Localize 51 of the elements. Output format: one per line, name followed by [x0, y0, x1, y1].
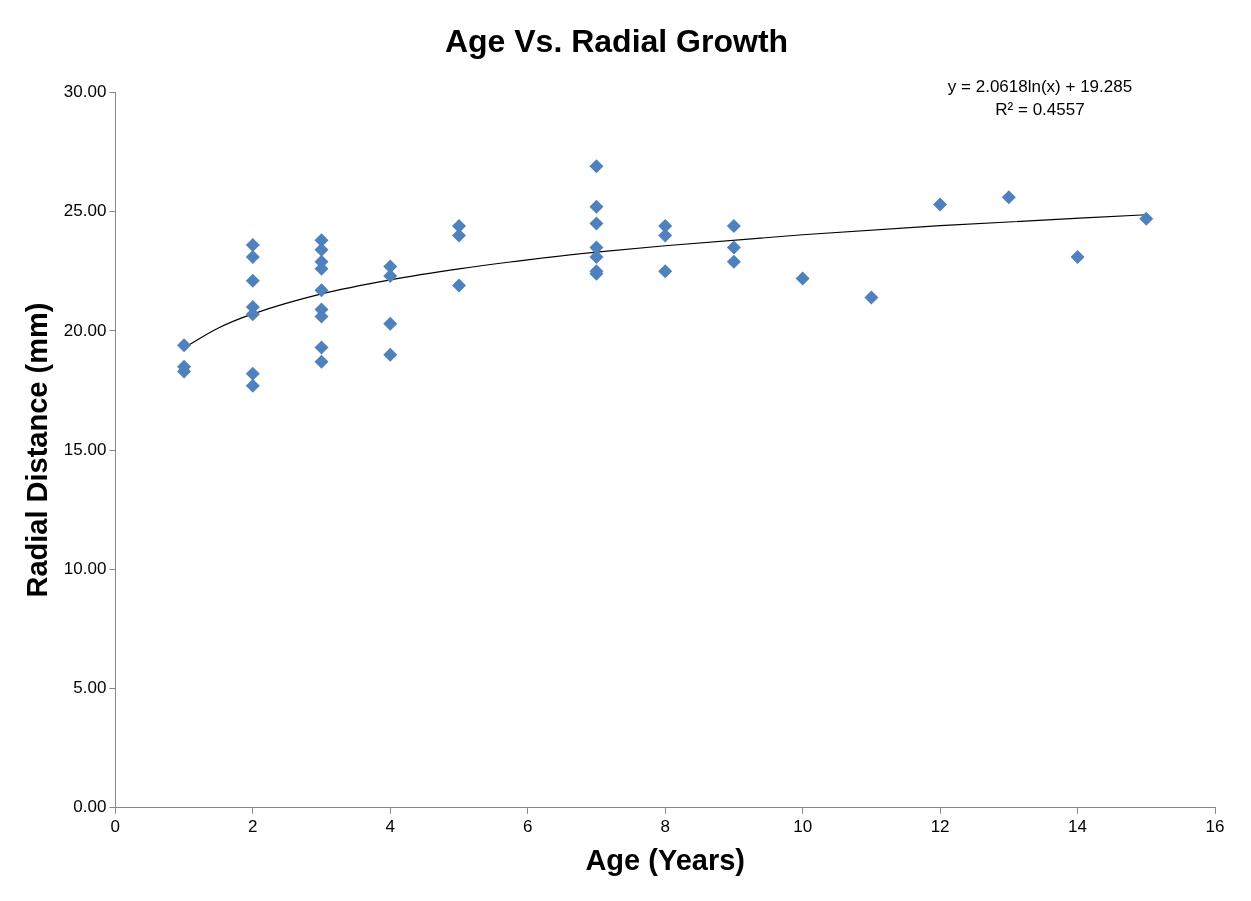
x-tick-label: 6 — [522, 816, 533, 836]
point — [245, 273, 260, 288]
x-tick-label: 12 — [930, 816, 950, 836]
point — [383, 269, 398, 284]
point — [589, 240, 604, 255]
point — [314, 354, 329, 369]
y-tick-label: 30.00 — [63, 82, 107, 102]
point — [314, 340, 329, 355]
point — [658, 264, 673, 279]
y-axis-title: Radial Distance (mm) — [21, 302, 54, 598]
y-tick-label: 20.00 — [63, 320, 107, 340]
point — [383, 259, 398, 274]
point — [451, 228, 466, 243]
x-tick-label: 4 — [385, 816, 395, 836]
x-tick-label: 10 — [793, 816, 813, 836]
x-tick-label: 14 — [1068, 816, 1087, 836]
x-tick-label: 16 — [1205, 816, 1225, 836]
point — [1070, 249, 1085, 264]
point — [314, 283, 329, 298]
point — [726, 218, 741, 233]
point — [177, 338, 192, 353]
point — [245, 378, 260, 393]
point — [589, 159, 604, 174]
point — [1001, 190, 1016, 205]
point — [726, 240, 741, 255]
point — [795, 271, 810, 286]
y-tick-label: 25.00 — [63, 201, 107, 221]
point — [658, 228, 673, 243]
point — [1139, 211, 1154, 226]
x-tick-label: 0 — [110, 816, 121, 836]
point — [864, 290, 879, 305]
y-tick-label: 0.00 — [73, 797, 107, 817]
annotation: R² = 0.4557 — [995, 99, 1085, 119]
point — [451, 278, 466, 293]
point — [726, 254, 741, 269]
y-tick-label: 5.00 — [73, 678, 107, 698]
y-tick-label: 15.00 — [63, 439, 107, 459]
point — [245, 366, 260, 381]
point — [245, 238, 260, 253]
x-axis-title: Age (Years) — [585, 843, 745, 876]
point — [589, 216, 604, 231]
x-tick-label: 2 — [248, 816, 258, 836]
point — [245, 249, 260, 264]
point — [383, 347, 398, 362]
chart-title: Age Vs. Radial Growth — [444, 23, 789, 60]
x-tick-label: 8 — [660, 816, 670, 836]
point — [383, 316, 398, 331]
annotation: y = 2.0618ln(x) + 19.285 — [947, 76, 1133, 96]
point — [589, 199, 604, 214]
y-tick-label: 10.00 — [63, 559, 107, 579]
point — [933, 197, 948, 212]
